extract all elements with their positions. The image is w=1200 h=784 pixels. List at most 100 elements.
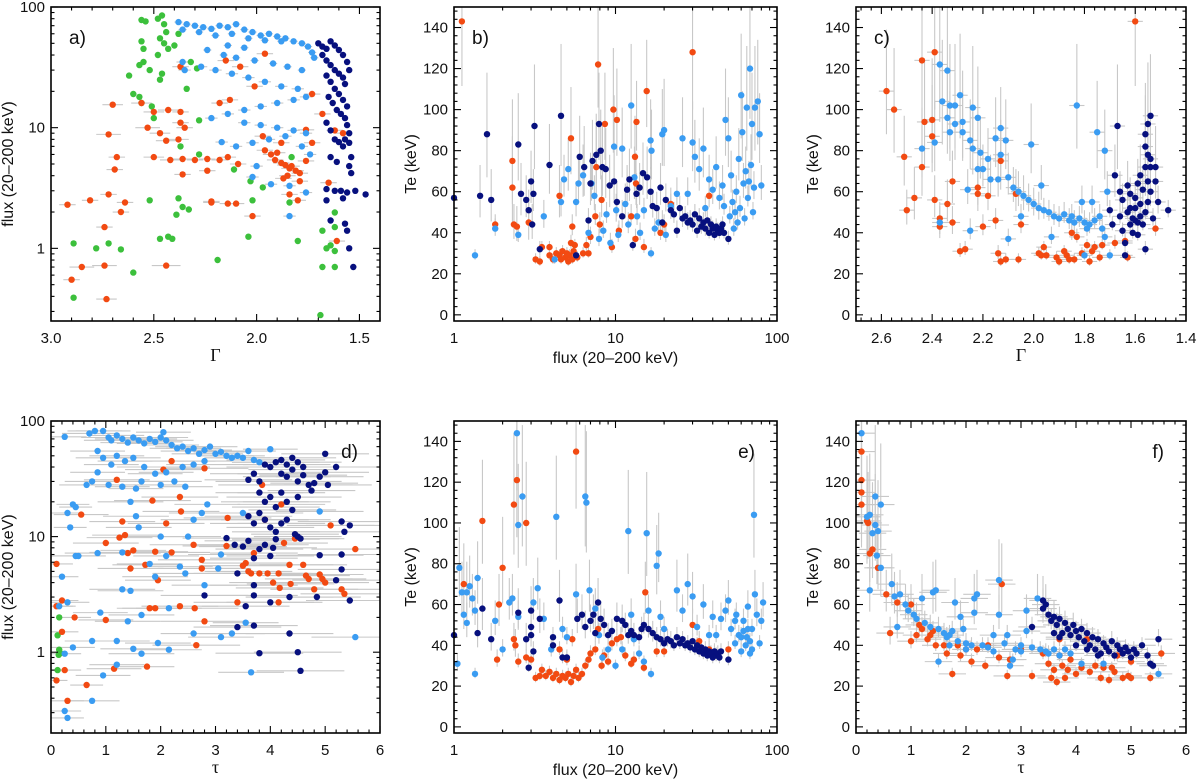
data-point-red [1091, 243, 1098, 251]
data-point-navy [1028, 623, 1036, 631]
data-point-navy [1152, 178, 1159, 185]
data-point-lightblue [224, 24, 231, 31]
data-point-lightblue [607, 239, 614, 247]
y-tick-label: 120 [423, 474, 448, 491]
data-point-lightblue [585, 229, 592, 236]
data-point-lightblue [738, 648, 745, 655]
data-point-lightblue [249, 139, 256, 146]
data-point-navy [670, 642, 678, 649]
data-point-navy [1124, 182, 1131, 189]
data-point-red [305, 575, 312, 583]
data-point-lightblue [1025, 196, 1032, 204]
y-tick-label: 100 [423, 102, 448, 119]
data-point-lightblue [152, 573, 159, 580]
data-point-navy [682, 213, 689, 220]
data-point-lightblue [956, 92, 964, 99]
data-point-lightblue [294, 85, 301, 93]
data-point-red [1017, 221, 1025, 228]
data-point-navy [278, 470, 285, 477]
data-point-red [163, 262, 170, 269]
data-point-lightblue [691, 153, 699, 160]
data-point-red [261, 147, 269, 154]
data-point-green [138, 38, 145, 45]
y-tick-label: 60 [431, 184, 448, 201]
data-point-navy [1089, 634, 1096, 641]
data-point-lightblue [163, 437, 170, 444]
data-point-lightblue [232, 54, 240, 61]
data-point-lightblue [997, 124, 1004, 132]
data-point-lightblue [713, 163, 720, 171]
data-point-lightblue [921, 619, 928, 627]
data-point-navy [289, 454, 296, 461]
data-point-lightblue [179, 443, 186, 450]
data-point-lightblue [647, 250, 655, 257]
x-tick-label: 1.6 [1125, 330, 1146, 347]
data-point-red [918, 625, 926, 633]
data-point-lightblue [731, 209, 739, 216]
data-point-navy [278, 489, 285, 496]
data-point-navy [702, 225, 709, 232]
data-point-red [631, 153, 639, 160]
data-point-red [223, 542, 230, 550]
data-point-navy [525, 207, 532, 214]
data-point-navy [286, 630, 293, 637]
data-point-green [156, 76, 164, 83]
data-point-green [187, 58, 194, 66]
data-point-lightblue [727, 172, 735, 179]
data-point-lightblue [969, 145, 976, 152]
x-tick-label: 1 [450, 742, 458, 759]
data-point-lightblue [234, 452, 241, 459]
data-point-lightblue [94, 469, 101, 476]
data-point-navy [693, 227, 701, 234]
data-point-lightblue [1037, 646, 1044, 653]
data-point-red [527, 656, 535, 663]
data-point-lightblue [519, 493, 526, 500]
data-point-lightblue [135, 524, 142, 531]
data-point-navy [1127, 654, 1135, 661]
data-point-red [567, 239, 575, 247]
data-point-navy [1144, 178, 1152, 185]
data-point-lightblue [742, 168, 749, 175]
data-point-lightblue [530, 599, 537, 606]
data-point-red [903, 207, 910, 214]
x-tick-label: 2 [156, 742, 164, 759]
data-point-navy [476, 192, 484, 199]
data-point-lightblue [599, 654, 606, 661]
data-point-navy [245, 476, 252, 483]
data-point-red [536, 672, 543, 680]
data-point-lightblue [286, 212, 293, 220]
data-point-red [296, 169, 303, 177]
data-point-lightblue [731, 640, 739, 647]
data-point-lightblue [583, 499, 590, 506]
data-point-lightblue [223, 452, 230, 459]
data-point-lightblue [722, 116, 729, 124]
data-point-navy [283, 473, 290, 480]
data-point-red [630, 656, 638, 663]
data-points [450, 430, 767, 686]
data-point-lightblue [212, 32, 219, 39]
data-point-red [322, 579, 329, 586]
data-point-red [921, 118, 928, 126]
data-point-lightblue [463, 619, 470, 627]
data-point-lightblue [458, 589, 466, 596]
data-point-navy [717, 648, 725, 655]
data-point-lightblue [935, 658, 942, 665]
data-point-lightblue [939, 98, 946, 105]
data-point-red [143, 663, 151, 670]
data-point-red [458, 18, 466, 25]
data-point-red [1043, 252, 1050, 259]
data-point-red [660, 648, 668, 655]
x-tick-label: 1 [907, 742, 915, 759]
data-point-red [569, 256, 576, 263]
data-point-lightblue [647, 670, 655, 678]
x-tick-label: 4 [266, 742, 274, 759]
data-point-navy [529, 221, 536, 228]
data-point-navy [331, 66, 338, 74]
data-point-lightblue [154, 639, 162, 647]
data-point-navy [720, 229, 728, 236]
data-point-green [56, 614, 63, 621]
data-point-navy [250, 622, 258, 629]
x-tick-label: 2.5 [143, 330, 164, 347]
data-point-lightblue [86, 430, 93, 437]
data-point-lightblue [99, 427, 107, 435]
